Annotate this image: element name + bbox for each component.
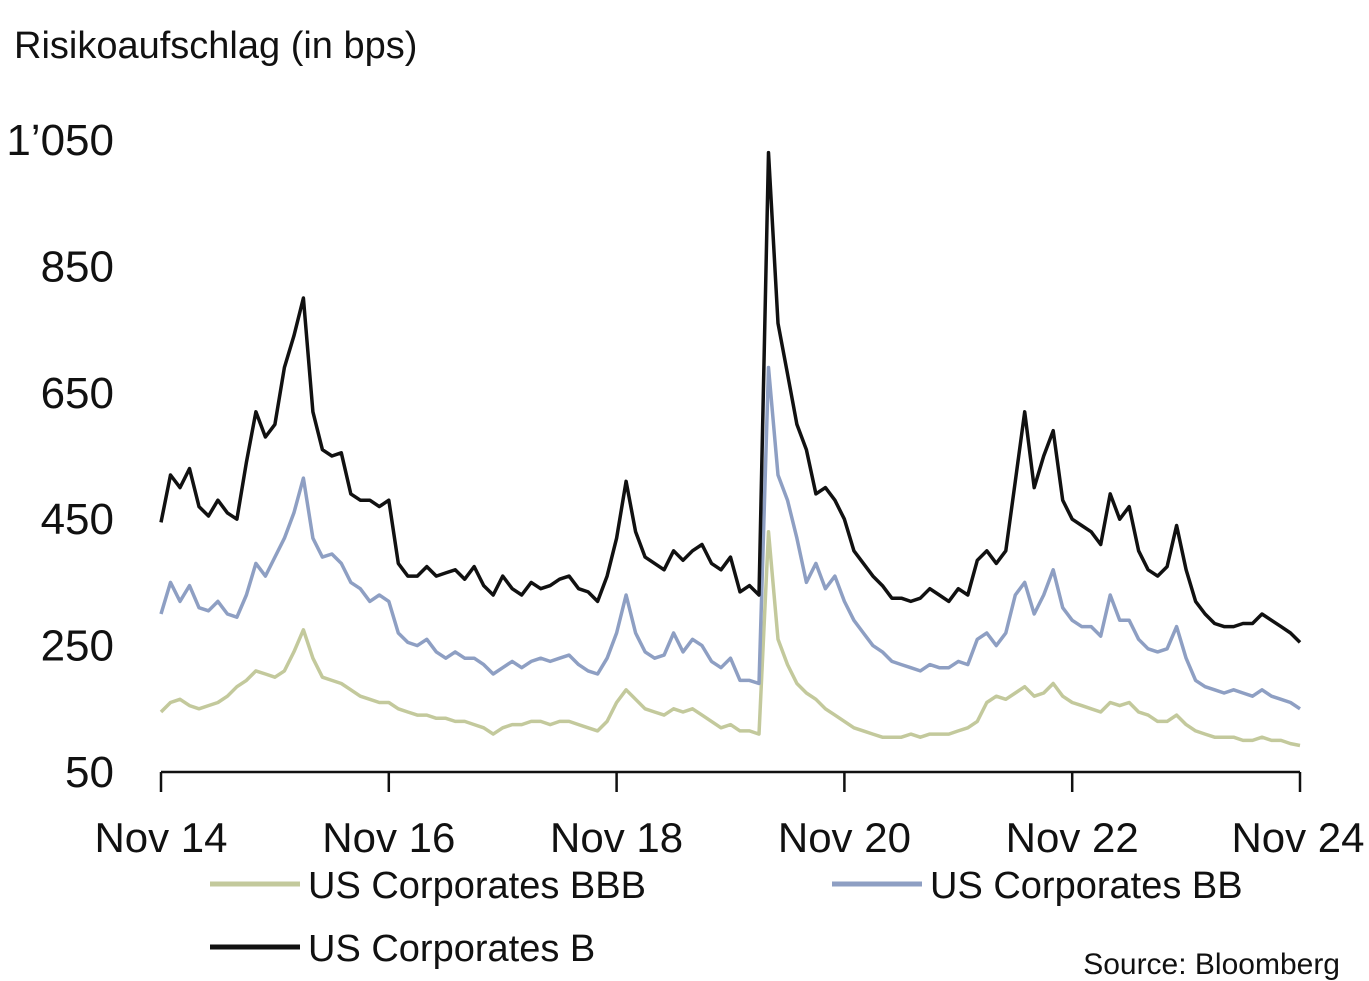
series-line-us-corporates-bbb [159, 530, 1301, 748]
y-tick-label: 450 [41, 495, 114, 544]
y-axis: 50 250 450 650 850 1’050 [6, 116, 114, 797]
x-axis: Nov 14 Nov 16 Nov 18 Nov 20 Nov 22 Nov 24 [94, 770, 1365, 861]
y-tick-label: 850 [41, 242, 114, 291]
series-line-us-corporates-b [159, 150, 1302, 644]
source-note: Source: Bloomberg [1083, 948, 1340, 981]
x-tick-label: Nov 16 [322, 814, 455, 861]
legend-label: US Corporates BB [930, 865, 1243, 907]
x-tick-label: Nov 14 [94, 814, 227, 861]
x-tick-label: Nov 22 [1006, 814, 1139, 861]
x-tick-label: Nov 24 [1231, 814, 1364, 861]
y-tick-label: 50 [65, 748, 114, 797]
y-tick-label: 650 [41, 369, 114, 418]
series-line-us-corporates-bb [159, 365, 1301, 711]
legend-label: US Corporates B [308, 928, 595, 970]
legend-label: US Corporates BBB [308, 865, 646, 907]
legend: US Corporates BBB US Corporates BB US Corp… [210, 865, 1243, 970]
x-tick-label: Nov 18 [550, 814, 683, 861]
chart-title: Risikoaufschlag (in bps) [14, 25, 417, 67]
x-tick-label: Nov 20 [778, 814, 911, 861]
y-tick-label: 250 [41, 622, 114, 671]
y-tick-label: 1’050 [6, 116, 114, 165]
series-lines [159, 150, 1302, 748]
